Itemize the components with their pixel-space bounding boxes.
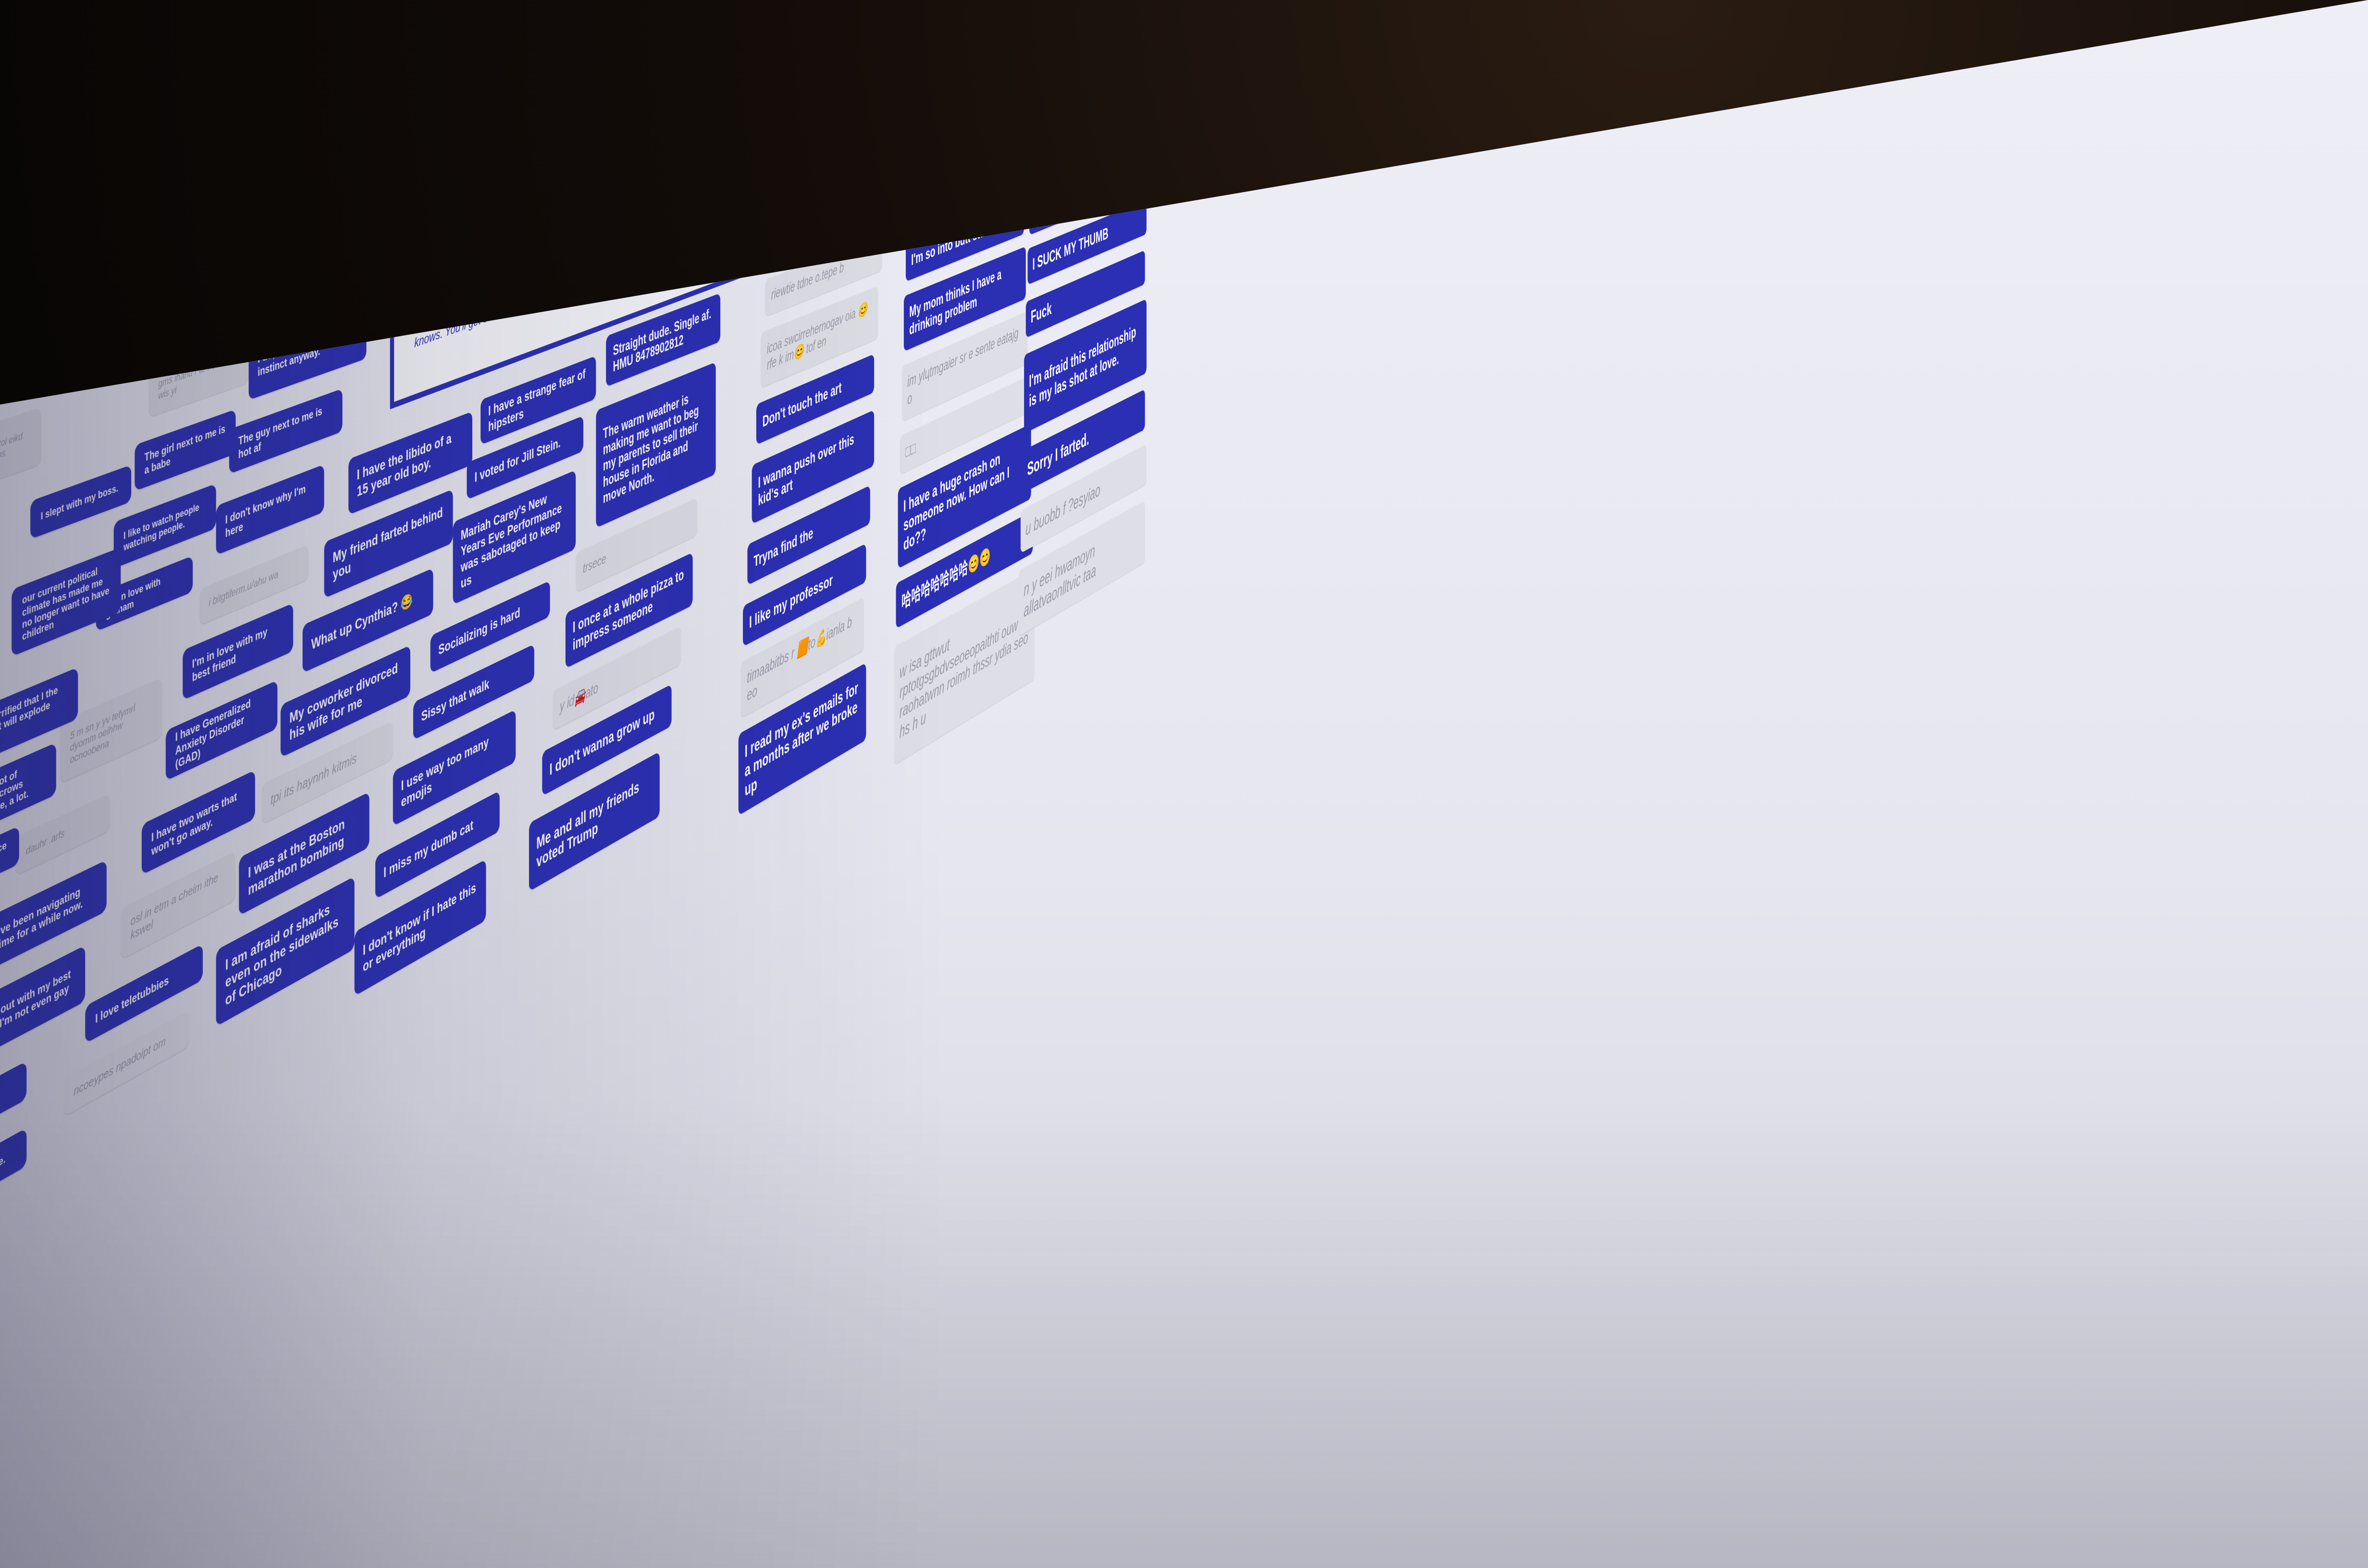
secret-card: I don't know if I hate this or everythin…: [354, 859, 486, 996]
secret-card: I am afraid of sharks even on the sidewa…: [216, 876, 355, 1027]
secret-card: The girl next to me is a babe: [135, 409, 236, 491]
secret-card: 10 girls here.: [0, 1127, 27, 1214]
secret-card: I have the libido of a 15 year old boy.: [348, 411, 472, 515]
secret-card: our current political climate has made m…: [12, 547, 121, 657]
scrambled-card: a elsgnougtoi eikd redoridia aos: [0, 407, 42, 496]
secret-card: The guy next to me is hot af: [229, 388, 343, 474]
secret-card: I made out with my best friend. I'm not …: [0, 945, 86, 1069]
scrambled-card: osl in etm a cheim ithe kswel: [121, 850, 236, 960]
scrambled-card: ncoeypes npadoipt om: [63, 1009, 190, 1117]
secret-card: What up Cynthia? 😂: [302, 568, 433, 674]
secret-card: I've been navigating time for a while no…: [0, 859, 107, 972]
secret-card: I have two warts that won't go away.: [141, 770, 255, 875]
secret-card: for Typeforce 8: [0, 825, 19, 901]
secret-card: I don't know why I'm here: [216, 464, 324, 555]
secret-card: The warm weather is making me want to be…: [596, 362, 716, 528]
secret-card: My friend farted behind you: [324, 489, 453, 599]
secret-card: I have Generalized Anxiety Disorder (GAD…: [165, 680, 278, 781]
